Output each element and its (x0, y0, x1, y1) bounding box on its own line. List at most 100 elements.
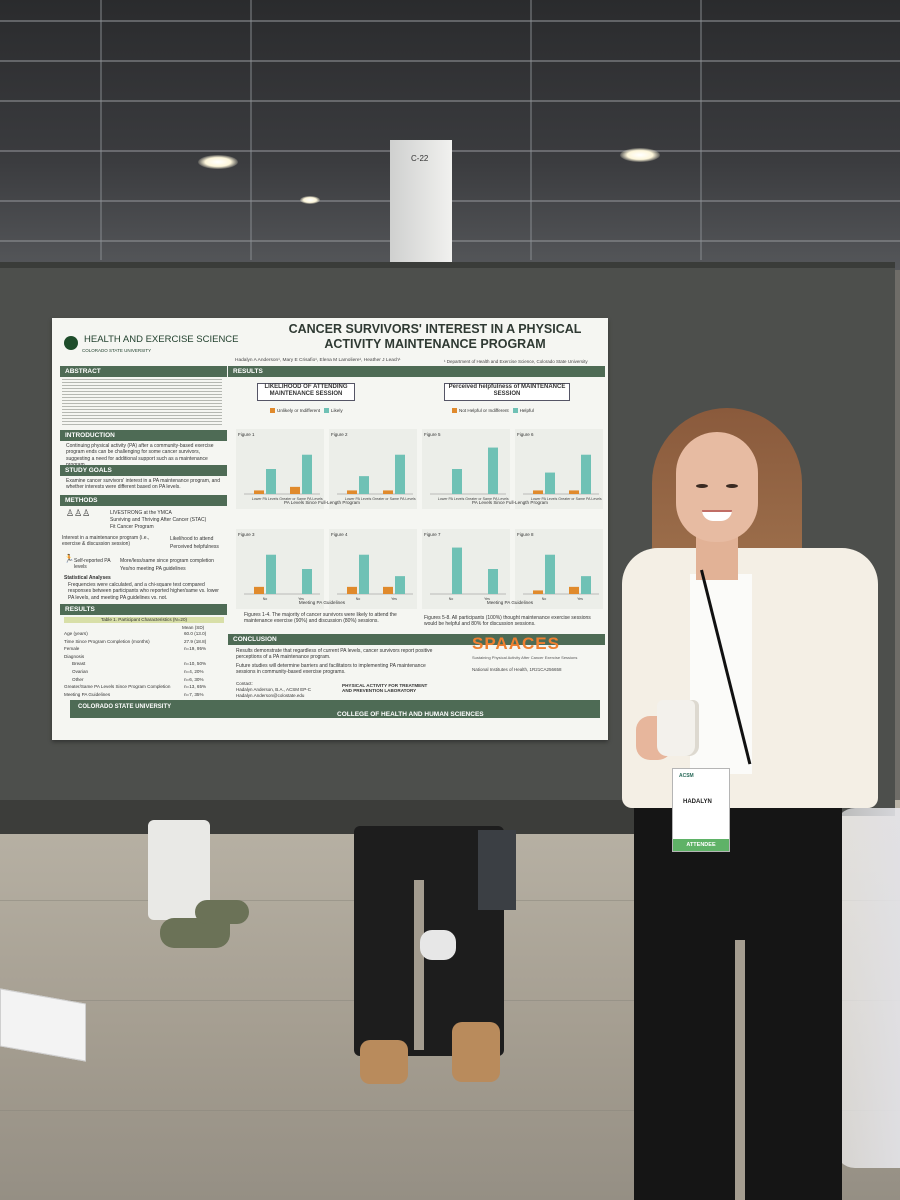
tick-label: Lower PA Levels (345, 497, 372, 501)
table-row-value: n=10, 50% (184, 661, 207, 667)
bar (395, 454, 405, 494)
method-pa: Self-reported PA levels (74, 558, 111, 571)
pa-outcome-2: Yes/no meeting PA guidelines (120, 566, 186, 572)
spaaces-subtitle: Sustaining Physical Activity After Cance… (472, 655, 578, 660)
bar (254, 490, 264, 494)
tick-label: Lower PA Levels (252, 497, 279, 501)
method-program-3: Fit Cancer Program (110, 524, 154, 530)
table-row-label: Age (years) (64, 631, 88, 636)
chart-panel (515, 529, 603, 609)
truss (100, 0, 102, 260)
conclusion-point-1: Results demonstrate that regardless of c… (236, 648, 433, 661)
spaaces-logo: SPAACES (472, 634, 560, 653)
poster-footer (70, 700, 600, 718)
truss (0, 20, 900, 22)
table-row-value: n=4, 20% (184, 669, 204, 674)
tick-label: No (449, 597, 454, 601)
badge-name: HADALYN (683, 799, 712, 805)
axis-title-top-right: PA Levels Since Full-Length Program (472, 500, 548, 505)
figure-label: Figure 4 (331, 532, 348, 537)
figure-label: Figure 8 (517, 532, 534, 537)
table-row-label: Meeting PA Guidelines (64, 691, 111, 697)
people-icon: ♙♙♙ (66, 508, 91, 518)
name-badge: ACSM HADALYN ATTENDEE (672, 768, 730, 852)
method-interest: Interest in a maintenance program (i.e.,… (62, 535, 150, 548)
table-row-value: 60.0 (13.0) (184, 631, 207, 636)
stat-text: Frequencies were calculated, and a chi-s… (68, 582, 219, 601)
section-study-goals: STUDY GOALS (60, 465, 227, 476)
goals-text: Examine cancer survivors' interest in a … (66, 478, 220, 491)
pillar (390, 140, 452, 270)
truss (0, 100, 900, 102)
table-column-header: Mean (SD) (182, 625, 205, 630)
floor-seam (0, 1110, 900, 1111)
axis-title-top-left: PA Levels Since Full-Length Program (284, 500, 360, 505)
poster-title: CANCER SURVIVORS' INTEREST IN A PHYSICAL… (288, 322, 582, 351)
person-face (676, 432, 758, 542)
table-row-label: Other (72, 676, 84, 682)
figure-label: Figure 6 (517, 432, 534, 437)
footer-right: COLLEGE OF HEALTH AND HUMAN SCIENCES (337, 711, 484, 718)
tick-label: No (542, 597, 547, 601)
conclusion-point-2: Future studies will determine barriers a… (236, 663, 426, 676)
tick-label: Greater or Same PA Levels (465, 497, 509, 501)
bar (266, 554, 276, 594)
poster-logo-subtext: COLORADO STATE UNIVERSITY (82, 348, 152, 353)
shoe (195, 900, 249, 924)
shoe (420, 930, 456, 960)
research-poster: HEALTH AND EXERCISE SCIENCE COLORADO STA… (52, 318, 608, 740)
caption-right: Figures 5-8. All participants (100%) tho… (424, 615, 591, 627)
truss (250, 0, 252, 260)
runner-icon: 🏃 (64, 554, 74, 563)
ceiling-light (620, 148, 660, 162)
bar (266, 469, 276, 494)
figure-label: Figure 1 (238, 432, 255, 437)
bar (545, 554, 555, 594)
tick-label: Yes (577, 597, 583, 601)
ceiling-light (198, 155, 238, 169)
bar (359, 476, 369, 494)
contact-block: Contact: Hadalyn Anderson, B.A., ACSM EP… (236, 681, 311, 699)
table-row-label: Female (64, 646, 80, 652)
tick-label: Yes (298, 597, 304, 601)
bar (395, 576, 405, 594)
bar (488, 447, 498, 494)
bar (581, 576, 591, 594)
booth-sign: C-22 (411, 154, 429, 163)
axis-title-bottom-left: Meeting PA Guidelines (299, 600, 346, 605)
shoe (360, 1040, 408, 1084)
pa-outcome-1: More/less/same since program completion (120, 558, 214, 564)
eye (696, 484, 708, 488)
section-conclusion: CONCLUSION (228, 634, 605, 645)
tick-label: Greater or Same PA Levels (372, 497, 416, 501)
bar (290, 486, 300, 494)
university-logo (64, 336, 78, 350)
table-row-label: Diagnosis (64, 653, 85, 659)
poster-authors: Hadalyn A Anderson¹, Mary E Crisafio¹, E… (235, 358, 401, 363)
leg-gap (735, 940, 745, 1200)
contact-label: Contact: (236, 681, 253, 686)
section-introduction: INTRODUCTION (60, 430, 227, 441)
figure-label: Figure 3 (238, 532, 255, 537)
poster-logo-text: HEALTH AND EXERCISE SCIENCE (84, 334, 239, 345)
footer-left: COLORADO STATE UNIVERSITY (78, 704, 172, 710)
legend-right: Not Helpful or Indifferent Helpful (452, 408, 534, 414)
bar (359, 554, 369, 594)
table-row-value: n=6, 30% (184, 676, 204, 682)
outcome-1: Likelihood to attend (170, 536, 214, 542)
truss (530, 0, 532, 260)
legend-right-2: Helpful (519, 408, 534, 413)
tick-label: Lower PA Levels (438, 497, 465, 501)
bar (383, 586, 393, 594)
bar (569, 586, 579, 594)
axis-title-bottom-right: Meeting PA Guidelines (487, 600, 534, 605)
plastic-bag (835, 808, 900, 1168)
outcome-2: Perceived helpfulness (170, 544, 219, 550)
chart-right-title: Perceived helpfulness of MAINTENANCE SES… (444, 383, 570, 401)
figure-label: Figure 7 (424, 532, 441, 537)
table-row-label: Ovarian (72, 669, 89, 674)
bar (452, 469, 462, 494)
legend-left: Unlikely or Indifferent Likely (270, 408, 343, 414)
